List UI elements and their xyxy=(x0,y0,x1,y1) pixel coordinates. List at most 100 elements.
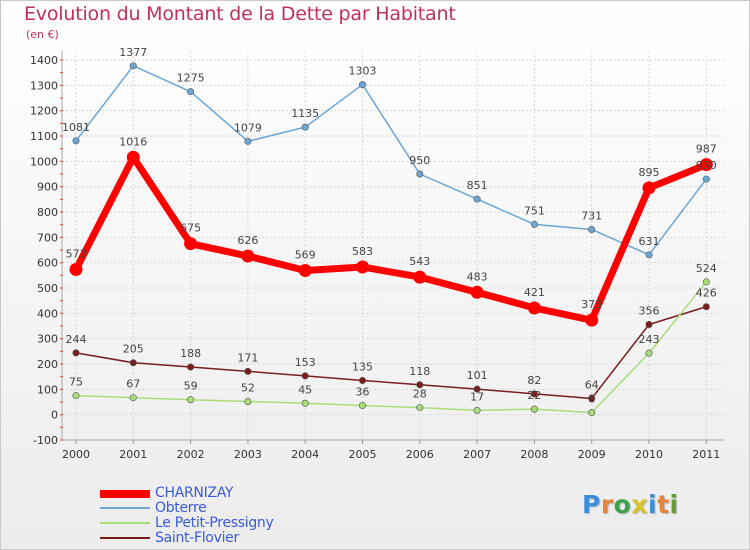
data-label-obterre: 731 xyxy=(581,209,602,222)
logo-letter: t xyxy=(657,490,670,519)
legend-swatch-obterre xyxy=(100,507,150,509)
data-label-saint-flovier: 426 xyxy=(696,287,717,300)
data-point-le-petit-pressigny xyxy=(129,394,137,402)
data-label-le-petit-pressigny: 524 xyxy=(696,262,717,275)
data-point-saint-flovier xyxy=(530,390,538,398)
data-label-le-petit-pressigny: 28 xyxy=(413,388,427,401)
data-label-saint-flovier: 101 xyxy=(467,369,488,382)
legend-label-obterre: Obterre xyxy=(155,500,207,516)
y-tick-label: 300 xyxy=(37,333,58,346)
y-tick-label: 1400 xyxy=(30,54,58,67)
logo-letter: x xyxy=(631,490,648,519)
data-point-charnizay xyxy=(585,313,599,327)
data-label-saint-flovier: 118 xyxy=(409,365,430,378)
data-label-saint-flovier: 171 xyxy=(237,351,258,364)
data-point-charnizay xyxy=(642,181,656,195)
data-label-obterre: 930 xyxy=(696,159,717,172)
data-label-charnizay: 583 xyxy=(352,245,373,258)
data-point-le-petit-pressigny xyxy=(530,405,538,413)
data-label-le-petit-pressigny: 243 xyxy=(639,333,660,346)
data-label-charnizay: 895 xyxy=(639,166,660,179)
data-point-obterre xyxy=(702,175,710,183)
series-saint-flovier xyxy=(72,303,710,402)
data-label-charnizay: 373 xyxy=(581,298,602,311)
data-label-saint-flovier: 135 xyxy=(352,360,373,373)
data-point-saint-flovier xyxy=(702,303,710,311)
data-label-charnizay: 543 xyxy=(409,255,430,268)
logo-letter: i xyxy=(669,490,679,519)
logo-letter: o xyxy=(613,490,632,519)
data-label-le-petit-pressigny: 17 xyxy=(470,390,484,403)
data-label-obterre: 1079 xyxy=(234,121,262,134)
data-point-charnizay xyxy=(184,237,198,251)
series-line-saint-flovier xyxy=(75,305,708,400)
legend-label-saint-flovier: Saint-Flovier xyxy=(155,530,239,546)
y-tick-label: -100 xyxy=(33,434,58,447)
x-tick-label: 2004 xyxy=(291,448,319,461)
y-tick-label: 100 xyxy=(37,383,58,396)
data-label-obterre: 1377 xyxy=(119,46,147,59)
data-point-le-petit-pressigny xyxy=(358,402,366,410)
y-tick-label: 200 xyxy=(37,358,58,371)
x-tick-label: 2006 xyxy=(406,448,434,461)
x-tick-label: 2003 xyxy=(234,448,262,461)
data-point-le-petit-pressigny xyxy=(702,278,710,286)
data-point-saint-flovier xyxy=(72,349,80,357)
x-axis-ticks: 2000 2001 2002 2003 2004 2005 2006 2007 2008 2009… xyxy=(62,440,720,461)
data-point-le-petit-pressigny xyxy=(301,399,309,407)
data-point-obterre xyxy=(244,137,252,145)
legend-swatch-saint-flovier xyxy=(100,537,150,539)
data-point-charnizay xyxy=(470,285,484,299)
data-label-obterre: 1135 xyxy=(291,107,319,120)
logo-letter: P xyxy=(582,490,601,519)
data-point-le-petit-pressigny xyxy=(244,397,252,405)
data-label-obterre: 1275 xyxy=(177,72,205,85)
data-label-charnizay: 675 xyxy=(180,222,201,235)
data-point-obterre xyxy=(416,170,424,178)
series-line-le-petit-pressigny xyxy=(75,281,708,414)
y-tick-label: 400 xyxy=(37,307,58,320)
data-label-saint-flovier: 244 xyxy=(66,333,87,346)
y-tick-label: 800 xyxy=(37,206,58,219)
data-point-saint-flovier xyxy=(588,394,596,402)
y-tick-label: 500 xyxy=(37,282,58,295)
data-point-obterre xyxy=(473,195,481,203)
chart-unit: (en €) xyxy=(26,28,59,41)
data-point-le-petit-pressigny xyxy=(588,409,596,417)
data-point-saint-flovier xyxy=(244,367,252,375)
series-charnizay xyxy=(69,150,713,327)
data-label-charnizay: 1016 xyxy=(119,135,147,148)
data-point-obterre xyxy=(187,88,195,96)
data-label-saint-flovier: 64 xyxy=(585,378,599,391)
x-tick-label: 2010 xyxy=(635,448,663,461)
data-point-le-petit-pressigny xyxy=(187,396,195,404)
data-point-le-petit-pressigny xyxy=(645,349,653,357)
data-point-obterre xyxy=(530,220,538,228)
data-label-saint-flovier: 205 xyxy=(123,343,144,356)
y-tick-label: 1100 xyxy=(30,130,58,143)
data-point-charnizay xyxy=(241,249,255,263)
y-tick-label: 1200 xyxy=(30,105,58,118)
x-tick-label: 2002 xyxy=(177,448,205,461)
data-label-obterre: 1081 xyxy=(62,121,90,134)
series-line-charnizay xyxy=(72,153,710,324)
data-point-saint-flovier xyxy=(187,363,195,371)
logo-letter: r xyxy=(600,490,614,519)
axes xyxy=(60,50,724,441)
data-point-obterre xyxy=(645,251,653,259)
x-tick-label: 2001 xyxy=(119,448,147,461)
data-point-saint-flovier xyxy=(129,359,137,367)
data-point-obterre xyxy=(588,225,596,233)
data-point-le-petit-pressigny xyxy=(416,404,424,412)
data-point-saint-flovier xyxy=(301,372,309,380)
data-label-le-petit-pressigny: 59 xyxy=(184,380,198,393)
y-tick-label: 0 xyxy=(51,409,58,422)
x-tick-label: 2008 xyxy=(520,448,548,461)
legend-swatch-charnizay xyxy=(100,490,150,498)
data-label-le-petit-pressigny: 75 xyxy=(69,376,83,389)
data-label-le-petit-pressigny: 22 xyxy=(527,389,541,402)
y-axis-ticks: 1400130012001100100090080070060050040030… xyxy=(30,54,58,447)
data-point-obterre xyxy=(129,62,137,70)
data-label-le-petit-pressigny: 8 xyxy=(588,393,595,406)
